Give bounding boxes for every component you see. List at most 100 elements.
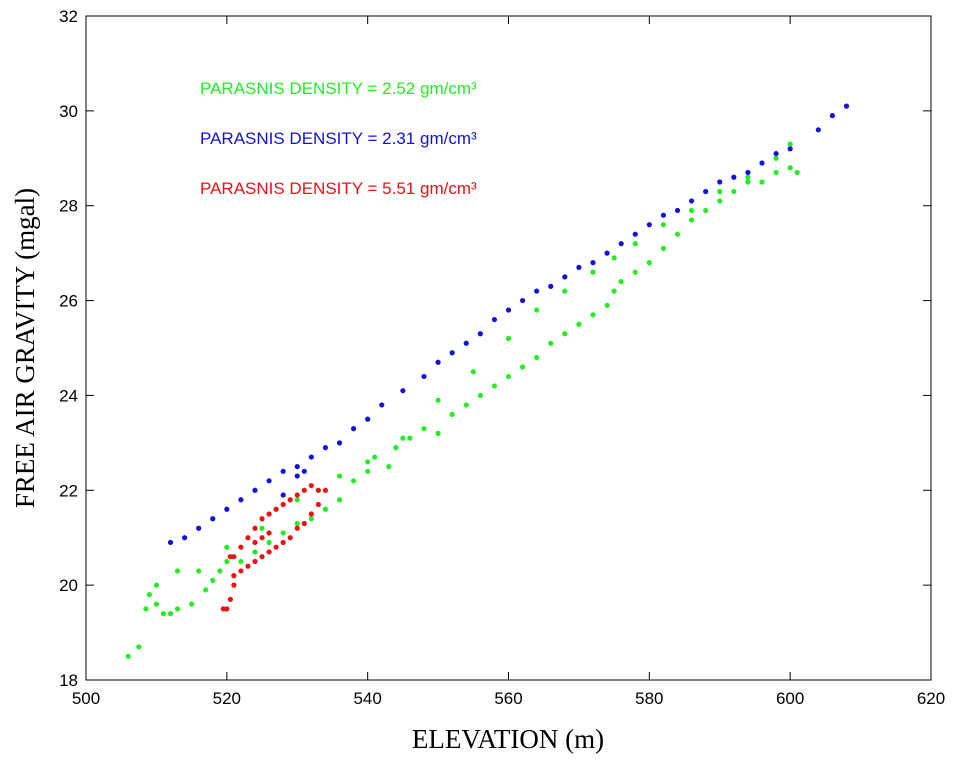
point: [266, 549, 272, 555]
point: [794, 169, 800, 176]
point: [301, 468, 307, 474]
point: [294, 473, 300, 479]
point: [519, 297, 526, 304]
point: [252, 487, 258, 493]
point: [224, 606, 230, 612]
point: [365, 416, 371, 422]
point: [315, 501, 321, 508]
point: [435, 359, 441, 365]
point: [745, 169, 751, 176]
point: [203, 587, 209, 593]
point: [618, 241, 624, 247]
point: [266, 511, 272, 517]
point: [143, 606, 149, 612]
point: [604, 302, 610, 308]
point: [259, 554, 265, 560]
point: [266, 539, 272, 546]
point: [519, 364, 526, 370]
point: [590, 312, 596, 318]
point: [590, 269, 596, 275]
point: [829, 113, 836, 119]
point: [153, 601, 160, 607]
point: [287, 535, 293, 541]
point: [181, 535, 188, 541]
point: [548, 340, 554, 346]
point: [287, 497, 293, 503]
point: [136, 644, 142, 650]
point: [146, 592, 152, 598]
x-tick-label: 580: [635, 689, 663, 708]
x-tick-label: 520: [213, 689, 241, 708]
point: [224, 544, 230, 550]
point: [294, 492, 300, 498]
point: [393, 445, 399, 451]
point: [632, 269, 638, 275]
point: [548, 283, 554, 289]
point: [611, 255, 617, 261]
point: [227, 596, 233, 602]
point: [576, 321, 582, 327]
y-tick-label: 20: [59, 576, 78, 595]
point: [646, 260, 652, 266]
point: [660, 212, 667, 218]
point: [562, 331, 568, 337]
point: [435, 397, 441, 403]
point: [618, 279, 624, 285]
point: [576, 264, 582, 270]
point: [252, 558, 258, 565]
point: [703, 207, 709, 214]
point: [224, 558, 230, 565]
point: [400, 435, 406, 441]
point: [674, 231, 681, 237]
point: [252, 525, 258, 531]
point: [238, 568, 244, 574]
point: [463, 402, 469, 408]
point: [407, 435, 413, 441]
point: [301, 487, 307, 493]
point: [280, 539, 286, 546]
point: [660, 222, 667, 228]
point: [646, 222, 652, 228]
point: [350, 426, 357, 432]
point: [231, 582, 237, 588]
point: [505, 335, 512, 342]
y-tick-label: 30: [59, 102, 78, 121]
legend-entry: PARASNIS DENSITY = 2.52 gm/cm³: [200, 79, 477, 98]
point: [308, 516, 314, 522]
point: [294, 497, 300, 503]
point: [421, 373, 427, 380]
point: [280, 492, 286, 498]
point: [153, 582, 160, 588]
x-tick-label: 620: [917, 689, 945, 708]
x-tick-label: 600: [776, 689, 804, 708]
y-axis-label: FREE AIR GRAVITY (mgal): [10, 188, 40, 508]
point: [449, 350, 455, 356]
point: [505, 307, 512, 313]
point: [745, 174, 751, 180]
point: [688, 207, 695, 214]
point: [336, 440, 343, 446]
point: [167, 611, 174, 617]
point: [350, 478, 357, 484]
point: [688, 198, 695, 204]
point: [562, 288, 568, 294]
point: [266, 530, 272, 536]
point: [125, 653, 131, 659]
x-tick-label: 500: [72, 689, 100, 708]
point: [308, 482, 314, 489]
point: [604, 250, 610, 256]
point: [160, 611, 167, 617]
point: [372, 454, 378, 460]
point: [505, 373, 512, 380]
point: [336, 473, 343, 479]
point: [294, 525, 300, 531]
point: [379, 402, 385, 408]
point: [731, 174, 737, 180]
point: [632, 241, 638, 247]
point: [463, 340, 469, 346]
point: [611, 288, 617, 294]
point: [562, 274, 568, 280]
x-axis-label: ELEVATION (m): [412, 724, 604, 754]
point: [315, 487, 321, 493]
